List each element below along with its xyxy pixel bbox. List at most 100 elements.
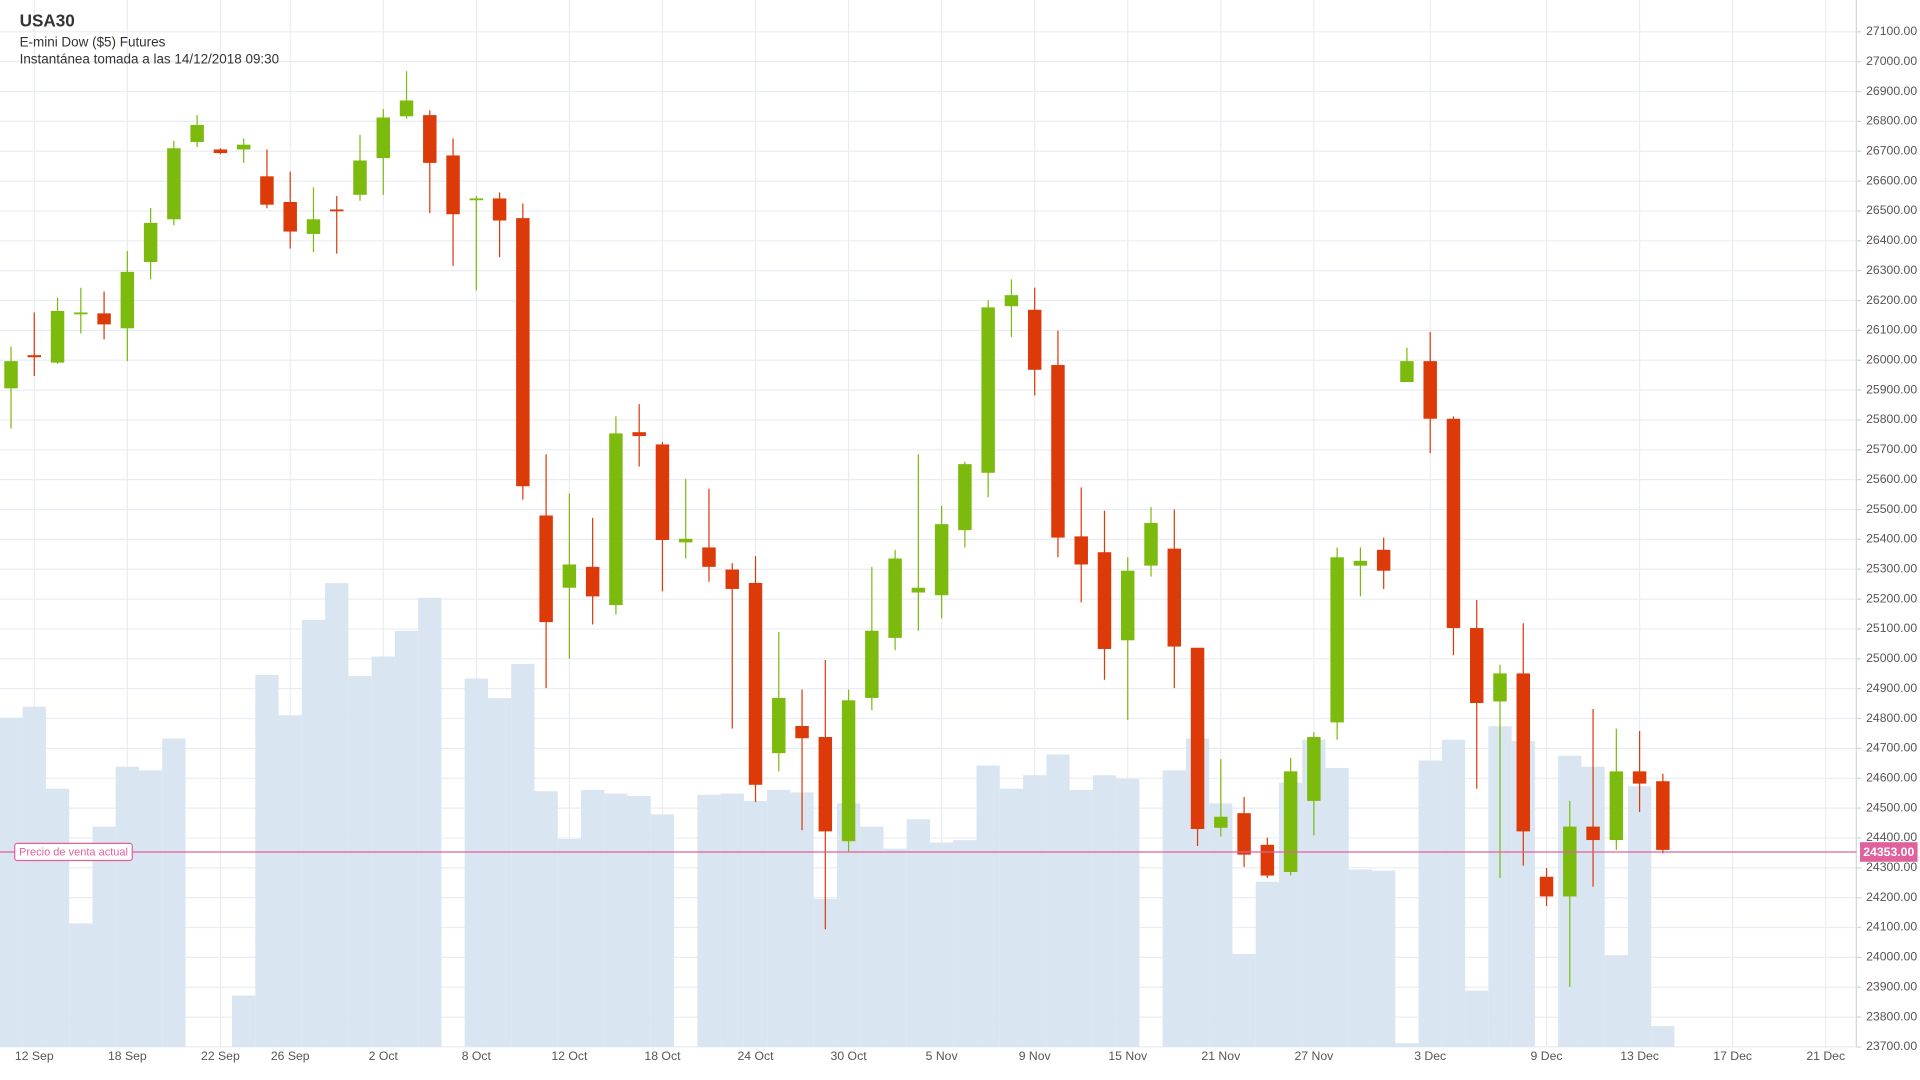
volume-bar <box>836 803 861 1047</box>
y-tick-label: 26100.00 <box>1866 323 1917 337</box>
volume-bar <box>511 663 535 1047</box>
volume-bar <box>720 793 744 1047</box>
x-tick-label: 21 Dec <box>1806 1049 1845 1063</box>
volume-bar <box>883 848 907 1047</box>
x-tick-label: 26 Sep <box>271 1049 310 1063</box>
candle-body <box>143 222 158 263</box>
volume-bar <box>138 770 163 1047</box>
candle-body <box>74 312 88 315</box>
candle-layer <box>4 71 1670 987</box>
candle-body <box>1004 295 1019 307</box>
volume-bar <box>325 583 349 1047</box>
y-tick-label: 25300.00 <box>1866 561 1917 575</box>
y-tick-label: 26500.00 <box>1866 203 1917 217</box>
candle-body <box>469 198 484 201</box>
candle-body <box>1190 647 1205 829</box>
chart-subtitle: E-mini Dow ($5) Futures <box>20 34 166 49</box>
volume-bar <box>1488 726 1512 1047</box>
volume-bar <box>1302 739 1326 1047</box>
volume-bar <box>1465 990 1489 1047</box>
y-tick-label: 25100.00 <box>1866 621 1917 635</box>
candle-body <box>330 209 344 212</box>
volume-bar <box>1046 754 1070 1047</box>
candle-body <box>236 144 251 150</box>
volume-bar <box>115 766 139 1047</box>
volume-bar <box>930 842 954 1047</box>
candle-body <box>981 307 995 473</box>
volume-bar <box>767 789 791 1047</box>
volume-bar <box>1116 778 1140 1047</box>
volume-bar <box>1209 803 1233 1047</box>
volume-bar <box>1255 881 1279 1047</box>
y-tick-label: 24200.00 <box>1866 890 1917 904</box>
volume-bar <box>604 793 628 1047</box>
candle-body <box>353 160 367 195</box>
candle-body <box>609 433 623 606</box>
y-tick-label: 24600.00 <box>1866 770 1917 784</box>
y-tick-label: 26400.00 <box>1866 233 1917 247</box>
y-tick-label: 24900.00 <box>1866 681 1917 695</box>
candle-body <box>748 582 763 785</box>
candle-body <box>423 115 437 163</box>
candle-body <box>934 524 949 596</box>
candle-body <box>1632 771 1647 784</box>
candle-body <box>399 100 414 117</box>
candle-body <box>516 218 530 487</box>
candle-body <box>1307 737 1321 801</box>
candle-body <box>818 737 833 832</box>
candle-body <box>167 148 181 220</box>
y-tick-label: 23800.00 <box>1866 1009 1917 1023</box>
x-tick-label: 21 Nov <box>1201 1049 1241 1063</box>
volume-bar <box>1092 775 1117 1047</box>
y-tick-label: 25400.00 <box>1866 532 1917 546</box>
candle-body <box>1121 570 1135 641</box>
y-tick-label: 24100.00 <box>1866 920 1917 934</box>
candle-body <box>50 310 65 363</box>
volume-bar <box>976 765 1000 1047</box>
volume-bar <box>162 738 186 1047</box>
y-tick-label: 23700.00 <box>1866 1039 1917 1053</box>
candle-body <box>1237 813 1251 855</box>
volume-bar <box>697 794 721 1047</box>
volume-bar <box>790 792 814 1047</box>
candle-body <box>492 198 507 221</box>
candle-body <box>678 538 693 543</box>
candle-body <box>1144 522 1158 566</box>
volume-bar <box>813 898 837 1047</box>
volume-bar <box>1348 869 1373 1047</box>
candle-body <box>1470 628 1484 703</box>
candle-body <box>1074 536 1088 565</box>
volume-bar <box>650 814 675 1047</box>
candle-body <box>27 355 42 358</box>
candle-body <box>260 176 274 205</box>
candle-body <box>841 700 856 842</box>
volume-bar <box>953 840 977 1047</box>
candle-body <box>1539 876 1554 897</box>
y-tick-label: 24000.00 <box>1866 950 1917 964</box>
y-tick-label: 26600.00 <box>1866 173 1917 187</box>
candle-body <box>97 313 111 325</box>
x-tick-label: 2 Oct <box>369 1049 399 1063</box>
y-tick-label: 24500.00 <box>1866 800 1917 814</box>
candle-body <box>1400 361 1414 383</box>
x-tick-label: 18 Oct <box>644 1049 681 1063</box>
volume-bar <box>1441 739 1466 1047</box>
y-tick-label: 23900.00 <box>1866 979 1917 993</box>
y-tick-label: 27000.00 <box>1866 54 1917 68</box>
x-tick-label: 9 Nov <box>1019 1049 1052 1063</box>
current-price-tag-box <box>14 842 133 862</box>
candle-body <box>632 432 646 437</box>
volume-bar <box>1418 760 1442 1047</box>
candle-body <box>283 201 297 232</box>
candle-body <box>795 725 809 739</box>
y-tick-label: 26700.00 <box>1866 143 1917 157</box>
y-tick-label: 26800.00 <box>1866 114 1917 128</box>
volume-bar <box>278 715 302 1047</box>
x-tick-label: 8 Oct <box>462 1049 492 1063</box>
y-tick-label: 25500.00 <box>1866 502 1917 516</box>
y-tick-label: 24800.00 <box>1866 711 1917 725</box>
candle-body <box>1353 560 1368 566</box>
y-tick-label: 25700.00 <box>1866 442 1917 456</box>
volume-bar <box>255 674 279 1047</box>
